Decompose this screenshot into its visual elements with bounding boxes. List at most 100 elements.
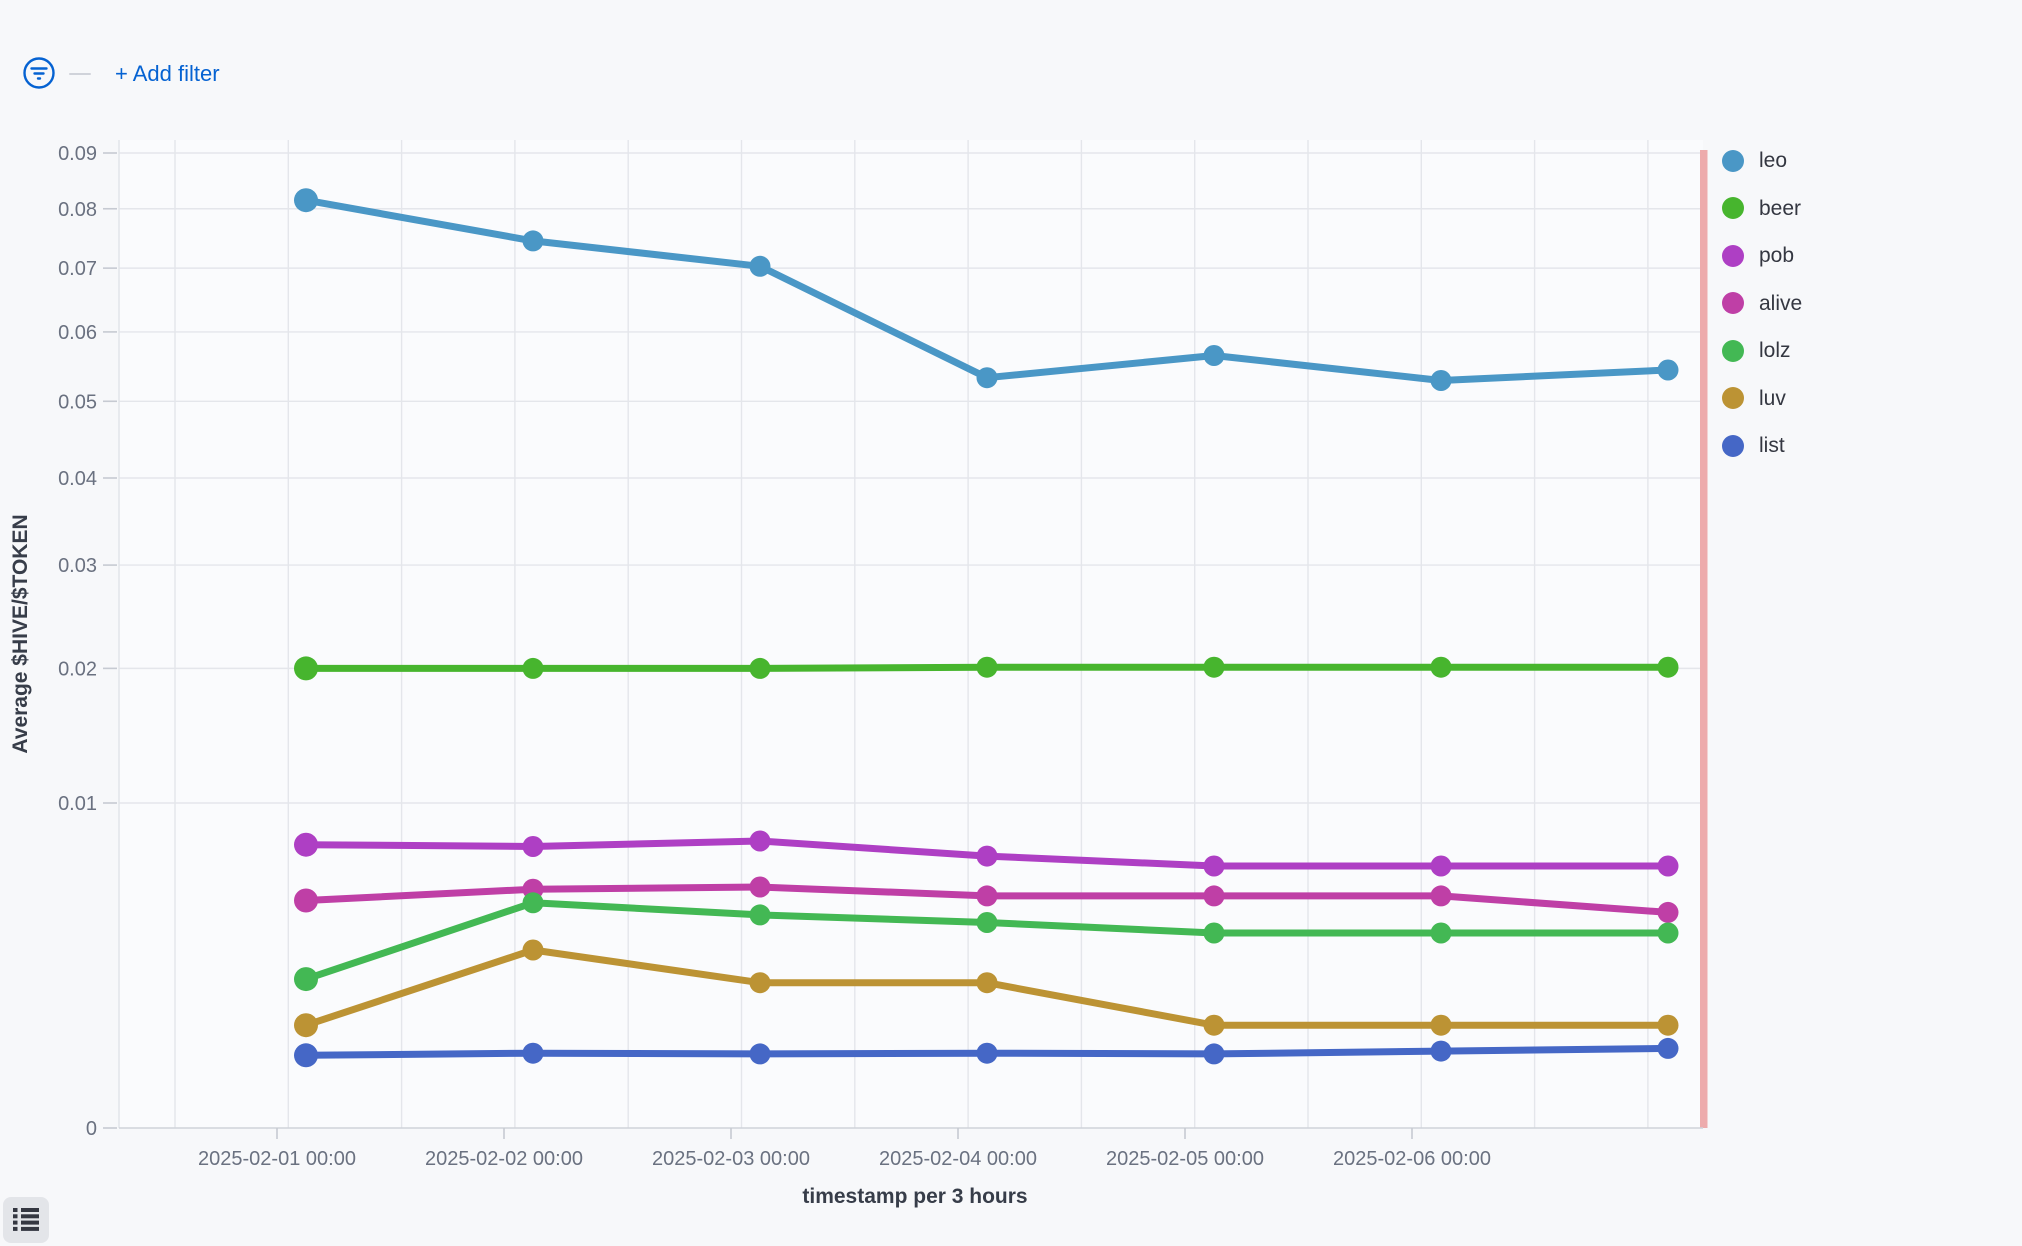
legend-swatch-alive bbox=[1722, 292, 1744, 315]
series-point-lolz[interactable] bbox=[1657, 922, 1679, 944]
legend-label: lolz bbox=[1759, 339, 1791, 363]
series-point-beer[interactable] bbox=[976, 656, 998, 678]
series-point-list[interactable] bbox=[522, 1042, 544, 1064]
series-point-lolz[interactable] bbox=[1430, 922, 1452, 944]
series-point-pob[interactable] bbox=[749, 830, 771, 852]
legend-item-list[interactable]: list bbox=[1718, 422, 1802, 470]
legend-item-pob[interactable]: pob bbox=[1718, 232, 1802, 280]
y-tick-label: 0.06 bbox=[58, 322, 97, 344]
legend-item-alive[interactable]: alive bbox=[1718, 280, 1802, 328]
series-point-beer[interactable] bbox=[1657, 656, 1679, 678]
series-point-luv[interactable] bbox=[522, 939, 544, 961]
legend-item-leo[interactable]: leo bbox=[1718, 137, 1802, 185]
series-point-luv[interactable] bbox=[749, 972, 771, 994]
legend-swatch-beer bbox=[1722, 197, 1744, 220]
series-point-list[interactable] bbox=[976, 1042, 998, 1064]
series-point-luv[interactable] bbox=[1203, 1014, 1225, 1036]
filter-bar-divider bbox=[69, 73, 91, 75]
series-point-pob[interactable] bbox=[522, 836, 544, 857]
current-time-annotation-band bbox=[1700, 150, 1708, 1128]
series-point-alive[interactable] bbox=[1430, 885, 1452, 907]
series-point-leo[interactable] bbox=[294, 188, 318, 213]
series-point-list[interactable] bbox=[1430, 1040, 1452, 1062]
y-tick-label: 0.08 bbox=[58, 199, 97, 221]
series-point-leo[interactable] bbox=[976, 367, 998, 389]
filter-menu-button[interactable] bbox=[22, 56, 56, 93]
y-axis-title: Average $HIVE/$TOKEN bbox=[9, 514, 32, 753]
series-point-leo[interactable] bbox=[749, 255, 771, 277]
legend-toggle-button[interactable] bbox=[3, 1197, 49, 1243]
x-axis-title: timestamp per 3 hours bbox=[802, 1185, 1027, 1208]
legend-swatch-lolz bbox=[1722, 339, 1744, 362]
series-point-leo[interactable] bbox=[1657, 359, 1679, 381]
annotation-layer bbox=[1700, 150, 1708, 1128]
legend-label: beer bbox=[1759, 196, 1802, 220]
series-point-list[interactable] bbox=[1657, 1037, 1679, 1059]
series-point-luv[interactable] bbox=[1657, 1014, 1679, 1036]
legend-item-lolz[interactable]: lolz bbox=[1718, 327, 1802, 375]
x-tick-label: 2025-02-06 00:00 bbox=[1333, 1148, 1491, 1170]
legend-swatch-luv bbox=[1722, 387, 1744, 410]
series-point-beer[interactable] bbox=[522, 657, 544, 679]
series-point-alive[interactable] bbox=[749, 876, 771, 898]
series-point-beer[interactable] bbox=[1430, 656, 1452, 678]
series-point-list[interactable] bbox=[1203, 1043, 1225, 1065]
x-tick-label: 2025-02-01 00:00 bbox=[198, 1148, 356, 1170]
series-point-lolz[interactable] bbox=[749, 904, 771, 926]
series-point-luv[interactable] bbox=[1430, 1014, 1452, 1036]
series-point-alive[interactable] bbox=[976, 885, 998, 907]
series-point-list[interactable] bbox=[294, 1043, 318, 1068]
series-point-pob[interactable] bbox=[976, 845, 998, 867]
add-filter-button[interactable]: + Add filter bbox=[115, 61, 220, 86]
series-point-pob[interactable] bbox=[1430, 855, 1452, 877]
series-point-alive[interactable] bbox=[294, 888, 318, 913]
legend-label: list bbox=[1759, 434, 1785, 458]
series-point-pob[interactable] bbox=[1657, 855, 1679, 877]
series-point-lolz[interactable] bbox=[294, 967, 318, 992]
series-point-beer[interactable] bbox=[1203, 656, 1225, 678]
series-point-leo[interactable] bbox=[1430, 370, 1452, 391]
series-point-lolz[interactable] bbox=[976, 912, 998, 933]
series-layer bbox=[294, 188, 1679, 1068]
series-point-lolz[interactable] bbox=[1203, 922, 1225, 944]
y-tick-label: 0.05 bbox=[58, 391, 97, 413]
x-tick-label: 2025-02-02 00:00 bbox=[425, 1148, 583, 1170]
legend-swatch-pob bbox=[1722, 244, 1744, 267]
series-point-beer[interactable] bbox=[294, 656, 318, 681]
series-point-luv[interactable] bbox=[294, 1013, 318, 1038]
chart-legend: leo beer pob alive lolz luv list bbox=[1718, 137, 1802, 470]
legend-label: pob bbox=[1759, 244, 1795, 268]
legend-label: leo bbox=[1759, 149, 1788, 173]
y-tick-label: 0.04 bbox=[58, 468, 97, 490]
series-point-alive[interactable] bbox=[1657, 901, 1679, 923]
series-point-pob[interactable] bbox=[1203, 855, 1225, 877]
series-point-alive[interactable] bbox=[1203, 885, 1225, 907]
y-tick-label: 0.07 bbox=[58, 258, 97, 280]
series-point-leo[interactable] bbox=[522, 230, 544, 252]
legend-item-luv[interactable]: luv bbox=[1718, 375, 1802, 423]
series-point-leo[interactable] bbox=[1203, 345, 1225, 366]
series-point-pob[interactable] bbox=[294, 832, 318, 857]
x-tick-label: 2025-02-04 00:00 bbox=[879, 1148, 1037, 1170]
y-tick-label: 0.03 bbox=[58, 555, 97, 577]
filter-bar: + Add filter bbox=[22, 56, 220, 92]
y-tick-label: 0.09 bbox=[58, 143, 97, 165]
legend-item-beer[interactable]: beer bbox=[1718, 185, 1802, 233]
y-tick-label: 0.01 bbox=[58, 793, 97, 815]
series-point-list[interactable] bbox=[749, 1043, 771, 1065]
series-point-beer[interactable] bbox=[749, 657, 771, 679]
x-tick-label: 2025-02-05 00:00 bbox=[1106, 1148, 1264, 1170]
series-point-lolz[interactable] bbox=[522, 892, 544, 914]
list-icon bbox=[12, 1207, 40, 1234]
x-tick-label: 2025-02-03 00:00 bbox=[652, 1148, 810, 1170]
series-point-luv[interactable] bbox=[976, 972, 998, 994]
filter-funnel-icon bbox=[22, 56, 56, 93]
y-tick-label: 0.02 bbox=[58, 658, 97, 680]
axis-layer: 0 0.01 0.02 0.03 0.04 0.05 0.06 0.07 0.08 0.09 202… bbox=[58, 140, 1703, 1170]
legend-swatch-list bbox=[1722, 434, 1744, 457]
y-tick-label: 0 bbox=[86, 1118, 97, 1140]
chart-plot-area[interactable] bbox=[119, 140, 1703, 1128]
legend-swatch-leo bbox=[1722, 149, 1744, 172]
